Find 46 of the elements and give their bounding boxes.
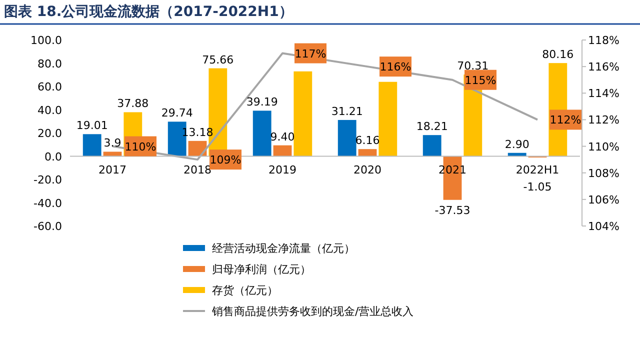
chart-title: 图表 18.公司现金流数据（2017-2022H1） [4, 3, 293, 20]
y-tick-label: -20.0 [34, 174, 62, 186]
data-label: 115% [464, 74, 496, 87]
y-tick-label: 80.0 [38, 57, 62, 70]
y-tick-label: 40.0 [38, 104, 62, 117]
legend-label: 归母净利润（亿元） [212, 263, 311, 276]
y2-tick-label: 112% [588, 114, 620, 127]
y2-tick-label: 114% [588, 87, 620, 100]
data-label: 19.01 [76, 119, 108, 132]
data-label: 109% [210, 154, 242, 167]
data-label: 112% [550, 114, 582, 127]
data-label: -1.05 [523, 180, 552, 194]
y2-tick-label: 108% [588, 166, 620, 180]
legend-label: 存货（亿元） [212, 284, 278, 297]
legend-label: 销售商品提供劳务收到的现金/营业总收入 [211, 305, 414, 318]
data-label: 80.16 [542, 48, 574, 62]
y-tick-label: -60.0 [34, 220, 62, 233]
data-label: 18.21 [416, 120, 448, 134]
x-tick-label: 2020 [354, 163, 382, 176]
data-label: 29.74 [161, 106, 193, 120]
y2-tick-label: 104% [588, 220, 620, 233]
y-tick-label: 60.0 [38, 80, 62, 94]
y-tick-label: 20.0 [38, 127, 62, 140]
y2-tick-label: 110% [588, 140, 620, 154]
y-tick-label: 0.0 [44, 150, 62, 164]
data-label: 31.21 [331, 104, 363, 118]
x-tick-label: 2019 [268, 163, 296, 176]
y2-tick-label: 118% [588, 34, 620, 47]
y2-tick-label: 116% [588, 60, 620, 74]
legend-label: 经营活动现金净流量（亿元） [212, 242, 355, 255]
data-label: 110% [124, 140, 156, 154]
data-label: 70.31 [457, 60, 489, 73]
data-label: -37.53 [434, 204, 470, 217]
y-tick-label: -40.0 [34, 196, 62, 210]
data-label: 2.90 [504, 138, 530, 151]
data-label: 75.66 [202, 53, 234, 66]
x-tick-label: 2017 [98, 163, 126, 176]
x-tick-label: 2018 [184, 163, 212, 176]
data-label: 3.9 [104, 136, 122, 150]
y2-tick-label: 106% [588, 193, 620, 206]
data-label: 39.19 [246, 96, 278, 109]
data-label: 117% [294, 47, 326, 60]
y-tick-label: 100.0 [30, 34, 62, 47]
data-label: 37.88 [117, 97, 149, 110]
x-tick-label: 2022H1 [516, 163, 560, 176]
data-label: 116% [380, 60, 412, 74]
